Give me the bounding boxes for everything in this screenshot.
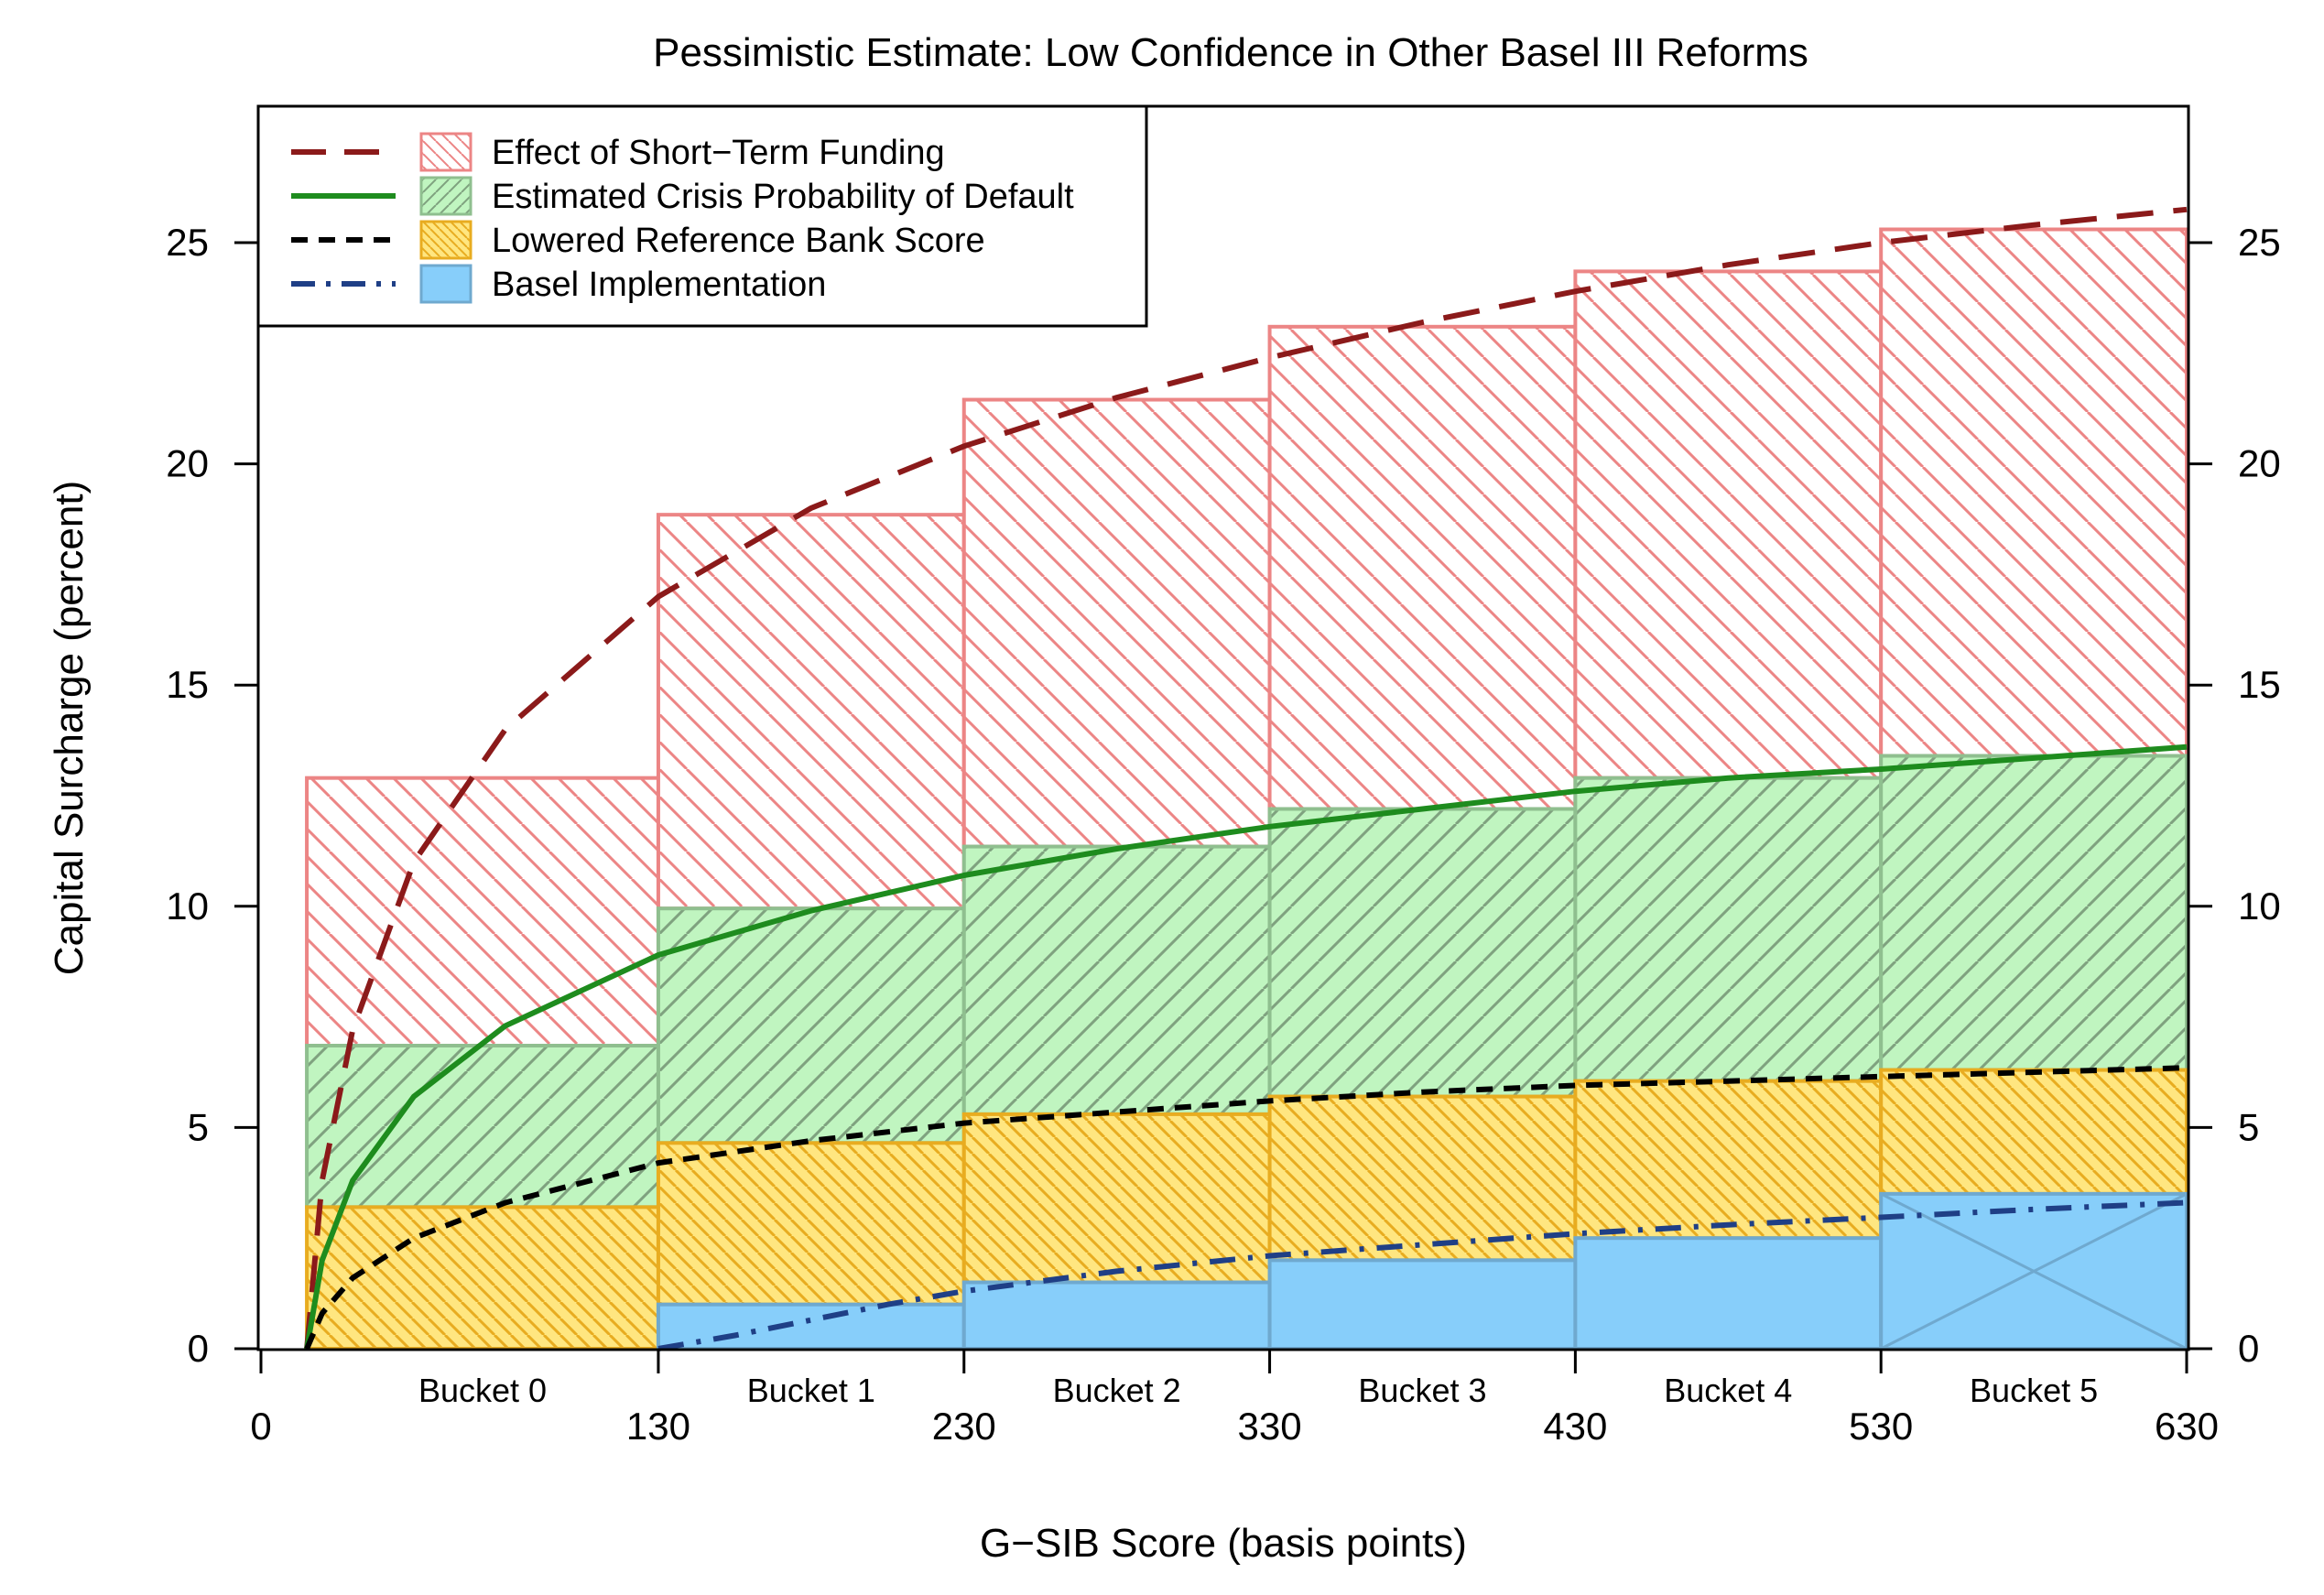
x-axis-title: G−SIB Score (basis points) xyxy=(980,1521,1467,1566)
curve-effect-of-short-term-funding xyxy=(304,206,2188,1350)
bar-lowered-reference-bank-score-bucket-1 xyxy=(656,1141,966,1307)
y-tick-label-right: 20 xyxy=(2238,442,2281,485)
bar-basel-implementation-bucket-2 xyxy=(961,1280,1272,1351)
legend-label-basel-implementation: Basel Implementation xyxy=(492,266,826,304)
bar-basel-implementation-bucket-4 xyxy=(1573,1236,1884,1351)
bucket-label: Bucket 0 xyxy=(418,1372,547,1409)
bar-lowered-reference-bank-score-bucket-5 xyxy=(1879,1068,2188,1196)
y-tick-label-left: 20 xyxy=(166,442,209,485)
bar-cross-mark-2 xyxy=(1880,1192,2188,1351)
x-tick-label: 0 xyxy=(250,1405,271,1448)
bucket-label: Bucket 2 xyxy=(1053,1372,1181,1409)
bars-layer xyxy=(305,227,2188,1351)
y-tick-label-right: 15 xyxy=(2238,663,2281,706)
bar-basel-implementation-bucket-1 xyxy=(656,1302,966,1351)
curves-layer xyxy=(304,206,2188,1351)
bar-basel-implementation-bucket-3 xyxy=(1267,1258,1578,1351)
bar-estimated-crisis-probability-of-default-bucket-0 xyxy=(305,1044,660,1210)
bar-estimated-crisis-probability-of-default-bucket-4 xyxy=(1573,776,1884,1083)
bar-lowered-reference-bank-score-bucket-4 xyxy=(1573,1079,1884,1241)
bucket-label: Bucket 4 xyxy=(1664,1372,1792,1409)
legend-swatch-estimated-crisis-probability-of-default xyxy=(419,176,472,216)
y-tick-label-left: 5 xyxy=(188,1105,209,1148)
y-tick-label-right: 25 xyxy=(2238,221,2281,264)
bar-lowered-reference-bank-score-bucket-0 xyxy=(305,1205,660,1351)
curve-lowered-reference-bank-score xyxy=(304,1065,2188,1351)
bar-effect-of-short-term-funding-bucket-2 xyxy=(961,397,1272,849)
curve-estimated-crisis-probability-of-default xyxy=(304,743,2188,1350)
y-tick-label-right: 10 xyxy=(2238,884,2281,928)
bar-estimated-crisis-probability-of-default-bucket-3 xyxy=(1267,807,1578,1099)
y-tick-label-left: 25 xyxy=(166,221,209,264)
legend-label-effect-of-short-term-funding: Effect of Short−Term Funding xyxy=(492,134,945,172)
y-tick-label-left: 15 xyxy=(166,663,209,706)
x-tick-label: 330 xyxy=(1238,1405,1302,1448)
axes-layer: 0 130 230 330 430 530 630 Bucket 0 Bucket 1 Bucke… xyxy=(166,221,2280,1448)
bucket-label: Bucket 1 xyxy=(747,1372,875,1409)
y-axis-title: Capital Surcharge (percent) xyxy=(47,481,92,975)
bucket-label: Bucket 3 xyxy=(1358,1372,1486,1409)
y-tick-label-right: 5 xyxy=(2238,1105,2259,1148)
legend-label-estimated-crisis-probability-of-default: Estimated Crisis Probability of Default xyxy=(492,178,1074,216)
bar-effect-of-short-term-funding-bucket-3 xyxy=(1267,324,1578,811)
y-tick-label-left: 0 xyxy=(188,1327,209,1370)
bar-effect-of-short-term-funding-bucket-5 xyxy=(1879,227,2188,758)
bar-estimated-crisis-probability-of-default-bucket-5 xyxy=(1879,754,2188,1072)
bar-lowered-reference-bank-score-bucket-2 xyxy=(961,1112,1272,1285)
legend-swatch-basel-implementation xyxy=(419,264,472,304)
x-tick-label: 630 xyxy=(2155,1405,2219,1448)
legend-swatch-effect-of-short-term-funding xyxy=(419,132,472,172)
bar-estimated-crisis-probability-of-default-bucket-1 xyxy=(656,906,966,1145)
bar-lowered-reference-bank-score-bucket-3 xyxy=(1267,1094,1578,1263)
x-tick-label: 530 xyxy=(1849,1405,1913,1448)
legend: Effect of Short−Term Funding Estimated Cr… xyxy=(256,104,1148,328)
x-tick-label: 130 xyxy=(626,1405,690,1448)
x-tick-label: 430 xyxy=(1543,1405,1607,1448)
bar-effect-of-short-term-funding-bucket-4 xyxy=(1573,269,1884,780)
legend-box xyxy=(256,104,1148,328)
chart-title: Pessimistic Estimate: Low Confidence in … xyxy=(653,30,1808,75)
y-tick-label-right: 0 xyxy=(2238,1327,2259,1370)
x-tick-label: 230 xyxy=(932,1405,996,1448)
bar-estimated-crisis-probability-of-default-bucket-2 xyxy=(961,844,1272,1116)
legend-label-lowered-reference-bank-score: Lowered Reference Bank Score xyxy=(492,222,985,260)
bar-effect-of-short-term-funding-bucket-1 xyxy=(656,513,966,911)
legend-swatch-lowered-reference-bank-score xyxy=(419,220,472,260)
curve-basel-implementation xyxy=(657,1199,2188,1351)
bucket-label: Bucket 5 xyxy=(1970,1372,2098,1409)
y-tick-label-left: 10 xyxy=(166,884,209,928)
